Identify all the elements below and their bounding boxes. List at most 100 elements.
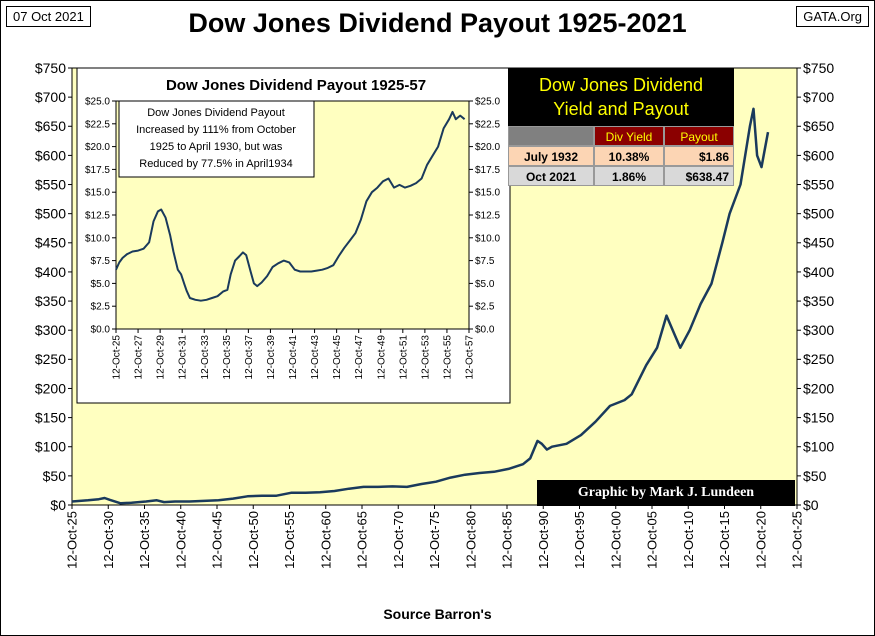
x-tick-label: 12-Oct-75 — [427, 511, 442, 569]
y-tick-label-left: $20.0 — [85, 142, 110, 153]
y-tick-label-left: $300 — [35, 322, 66, 338]
yield-row-payout: $638.47 — [664, 166, 734, 186]
yield-row-label: July 1932 — [508, 146, 594, 166]
y-tick-label-left: $200 — [35, 380, 66, 396]
y-tick-label-left: $750 — [35, 60, 66, 76]
y-tick-label-right: $450 — [803, 235, 834, 251]
x-tick-label: 12-Oct-60 — [318, 511, 333, 569]
x-tick-label: 12-Oct-15 — [717, 511, 732, 569]
y-tick-label-left: $250 — [35, 351, 66, 367]
y-tick-label-right: $15.0 — [475, 188, 500, 199]
x-tick-label: 12-Oct-55 — [282, 511, 297, 569]
y-tick-label-right: $100 — [803, 439, 834, 455]
y-tick-label-right: $22.5 — [475, 119, 500, 130]
y-tick-label-right: $0 — [803, 497, 819, 513]
y-tick-label-left: $500 — [35, 206, 66, 222]
x-tick-label: 12-Oct-51 — [398, 335, 409, 380]
inset-title: Dow Jones Dividend Payout 1925-57 — [166, 77, 426, 94]
y-tick-label-right: $0.0 — [475, 325, 495, 336]
x-tick-label: 12-Oct-00 — [608, 511, 623, 569]
yield-row-yield: 10.38% — [594, 146, 664, 166]
x-tick-label: 12-Oct-35 — [137, 511, 152, 569]
x-tick-label: 12-Oct-29 — [156, 335, 167, 380]
y-tick-label-left: $650 — [35, 118, 66, 134]
x-tick-label: 12-Oct-35 — [222, 335, 233, 380]
y-tick-label-right: $10.0 — [475, 233, 500, 244]
yield-row-payout: $1.86 — [664, 146, 734, 166]
y-tick-label-right: $400 — [803, 264, 834, 280]
x-tick-label: 12-Oct-95 — [572, 511, 587, 569]
y-tick-label-left: $450 — [35, 235, 66, 251]
y-tick-label-left: $2.5 — [91, 302, 111, 313]
credit-label: Graphic by Mark J. Lundeen — [537, 480, 795, 506]
yield-table-header-payout: Payout — [664, 126, 734, 146]
x-tick-label: 12-Oct-49 — [376, 335, 387, 380]
x-tick-label: 12-Oct-57 — [465, 335, 476, 380]
x-tick-label: 12-Oct-41 — [288, 335, 299, 380]
x-tick-label: 12-Oct-85 — [500, 511, 515, 569]
y-tick-label-right: $25.0 — [475, 97, 500, 108]
x-tick-label: 12-Oct-33 — [200, 335, 211, 380]
inset-note-line: 1925 to April 1930, but was — [150, 141, 283, 153]
x-tick-label: 12-Oct-25 — [112, 335, 123, 380]
y-tick-label-right: $50 — [803, 468, 827, 484]
x-tick-label: 12-Oct-90 — [536, 511, 551, 569]
y-tick-label-right: $700 — [803, 89, 834, 105]
x-tick-label: 12-Oct-70 — [391, 511, 406, 569]
yield-table-row: July 1932 10.38% $1.86 — [508, 146, 734, 166]
yield-table-header-row: Div Yield Payout — [508, 126, 734, 146]
x-tick-label: 12-Oct-37 — [244, 335, 255, 380]
x-tick-label: 12-Oct-55 — [442, 335, 453, 380]
y-tick-label-right: $150 — [803, 410, 834, 426]
x-tick-label: 12-Oct-65 — [355, 511, 370, 569]
x-tick-label: 12-Oct-39 — [266, 335, 277, 380]
inset-note-box — [118, 100, 315, 178]
x-tick-label: 12-Oct-53 — [420, 335, 431, 380]
yield-table-header-yield: Div Yield — [594, 126, 664, 146]
y-tick-label-left: $150 — [35, 410, 66, 426]
x-tick-label: 12-Oct-45 — [332, 335, 343, 380]
y-tick-label-left: $0 — [50, 497, 66, 513]
inset-plot: Dow Jones Dividend Payout 1925-57 $0.0 $0.… — [76, 67, 511, 404]
yield-row-label: Oct 2021 — [508, 166, 594, 186]
x-tick-label: 12-Oct-27 — [134, 335, 145, 380]
x-tick-label: 12-Oct-43 — [310, 335, 321, 380]
y-tick-label-left: $100 — [35, 439, 66, 455]
x-tick-label: 12-Oct-45 — [210, 511, 225, 569]
y-tick-label-right: $750 — [803, 60, 834, 76]
date-label: 07 Oct 2021 — [6, 6, 91, 27]
x-tick-label: 12-Oct-25 — [65, 511, 80, 569]
yield-table-corner — [508, 126, 594, 146]
y-tick-label-right: $600 — [803, 147, 834, 163]
yield-table-title-line1: Dow Jones Dividend — [538, 75, 704, 95]
inset-note-line: Dow Jones Dividend Payout — [147, 107, 285, 119]
x-axis-label: Source Barron's — [383, 606, 492, 622]
x-tick-label: 12-Oct-30 — [101, 511, 116, 569]
y-tick-label-right: $500 — [803, 206, 834, 222]
y-tick-label-right: $350 — [803, 293, 834, 309]
yield-table-row: Oct 2021 1.86% $638.47 — [508, 166, 734, 186]
y-tick-label-left: $22.5 — [85, 119, 110, 130]
chart-title: Dow Jones Dividend Payout 1925-2021 — [188, 8, 687, 38]
y-tick-label-left: $15.0 — [85, 188, 110, 199]
y-tick-label-right: $12.5 — [475, 211, 500, 222]
x-tick-label: 12-Oct-20 — [753, 511, 768, 569]
y-tick-label-right: $250 — [803, 351, 834, 367]
x-tick-label: 12-Oct-10 — [681, 511, 696, 569]
x-tick-label: 12-Oct-31 — [178, 335, 189, 380]
yield-table-title-line2: Yield and Payout — [553, 99, 689, 119]
x-tick-label: 12-Oct-80 — [463, 511, 478, 569]
x-tick-label: 12-Oct-40 — [173, 511, 188, 569]
series-line — [71, 107, 770, 505]
y-tick-label-left: $700 — [35, 89, 66, 105]
y-tick-label-left: $25.0 — [85, 97, 110, 108]
yield-row-yield: 1.86% — [594, 166, 664, 186]
yield-table-title: Dow Jones Dividend Yield and Payout — [508, 68, 734, 126]
y-tick-label-right: $300 — [803, 322, 834, 338]
y-tick-label-left: $50 — [43, 468, 67, 484]
y-tick-label-left: $350 — [35, 293, 66, 309]
y-tick-label-left: $17.5 — [85, 165, 110, 176]
series-line — [115, 110, 466, 302]
y-tick-label-right: $20.0 — [475, 142, 500, 153]
